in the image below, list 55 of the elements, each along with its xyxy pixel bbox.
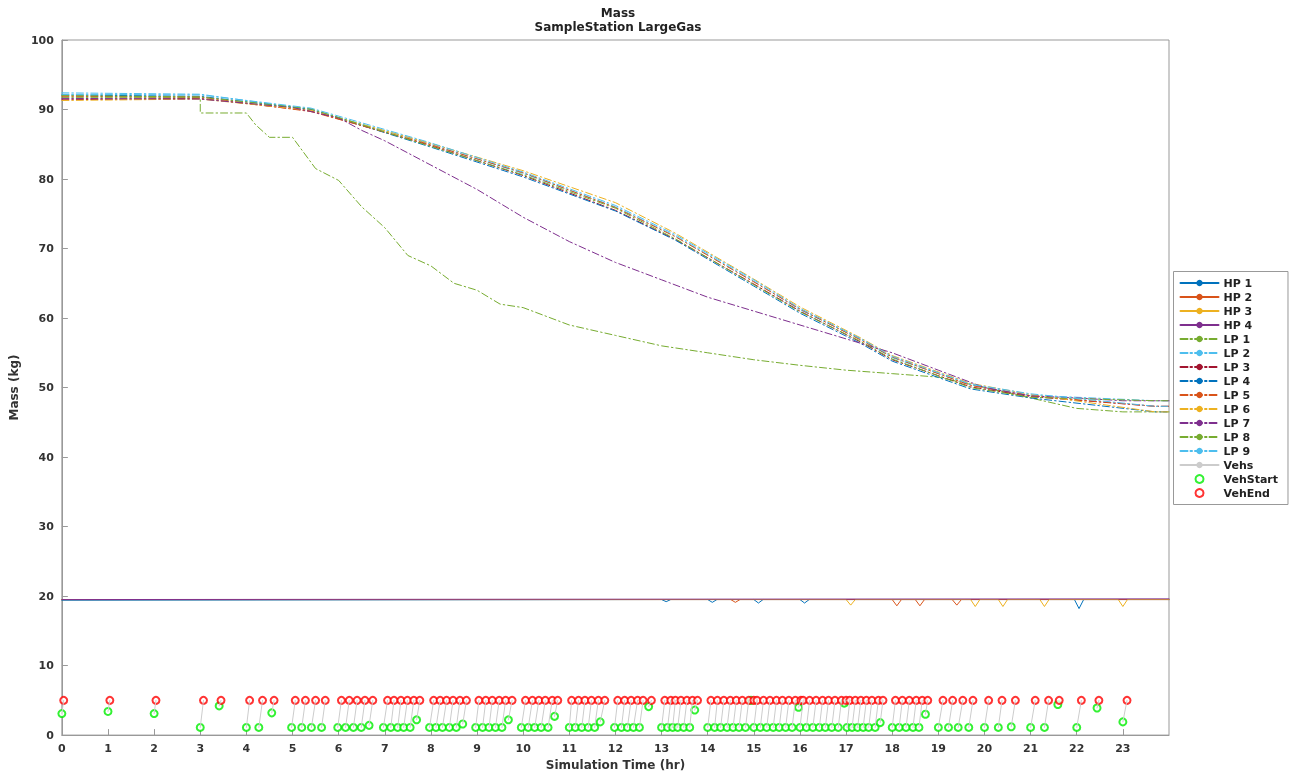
legend-label: LP 1: [1223, 332, 1251, 346]
legend-label: HP 4: [1223, 318, 1253, 332]
chart-title: Mass: [600, 6, 636, 20]
x-tick-label: 7: [380, 742, 389, 756]
legend-label: LP 4: [1223, 374, 1251, 388]
x-tick-label: 0: [58, 742, 67, 756]
y-axis-title: Mass (kg): [7, 354, 21, 421]
y-tick-label: 50: [38, 381, 55, 395]
x-tick-label: 12: [607, 742, 624, 756]
legend-label: LP 6: [1223, 402, 1251, 416]
x-tick-label: 6: [334, 742, 343, 756]
x-tick-label: 4: [242, 742, 251, 756]
x-axis-title: Simulation Time (hr): [545, 758, 686, 772]
x-tick-label: 1: [104, 742, 112, 756]
chart-subtitle: SampleStation LargeGas: [534, 20, 702, 34]
x-tick-label: 23: [1115, 742, 1131, 756]
y-tick-label: 0: [46, 728, 55, 742]
y-tick-label: 80: [38, 172, 55, 186]
legend-label: LP 9: [1223, 444, 1251, 458]
y-tick-label: 60: [38, 311, 55, 325]
x-tick-label: 13: [653, 742, 670, 756]
x-tick-label: 10: [515, 742, 532, 756]
x-tick-label: 21: [1022, 742, 1039, 756]
x-tick-label: 20: [976, 742, 993, 756]
legend-label: HP 2: [1223, 290, 1253, 304]
x-tick-label: 9: [473, 742, 481, 756]
y-tick-label: 90: [38, 103, 55, 117]
legend-label: LP 3: [1223, 360, 1251, 374]
x-tick-label: 2: [150, 742, 158, 756]
x-tick-label: 18: [884, 742, 900, 756]
legend-label: VehStart: [1223, 472, 1279, 486]
legend-label: HP 3: [1223, 304, 1253, 318]
x-tick-label: 15: [746, 742, 762, 756]
x-tick-label: 19: [930, 742, 946, 756]
x-tick-label: 5: [288, 742, 297, 756]
x-tick-label: 14: [700, 742, 716, 756]
x-tick-label: 11: [561, 742, 577, 756]
y-tick-label: 20: [38, 589, 55, 603]
y-tick-label: 70: [38, 242, 55, 256]
legend-label: HP 1: [1223, 276, 1253, 290]
x-tick-label: 17: [838, 742, 854, 756]
x-tick-label: 8: [427, 742, 435, 756]
y-tick-label: 10: [38, 659, 55, 673]
y-tick-label: 40: [38, 450, 55, 464]
x-tick-label: 3: [196, 742, 205, 756]
x-tick-label: 16: [792, 742, 808, 756]
legend-label: LP 7: [1223, 416, 1251, 430]
legend-label: LP 5: [1223, 388, 1251, 402]
legend-label: VehEnd: [1223, 486, 1270, 500]
x-tick-label: 22: [1069, 742, 1085, 756]
y-tick-label: 30: [38, 520, 55, 534]
legend-label: Vehs: [1223, 458, 1254, 472]
y-tick-label: 100: [30, 33, 55, 47]
legend-label: LP 8: [1223, 430, 1251, 444]
legend-label: LP 2: [1223, 346, 1251, 360]
